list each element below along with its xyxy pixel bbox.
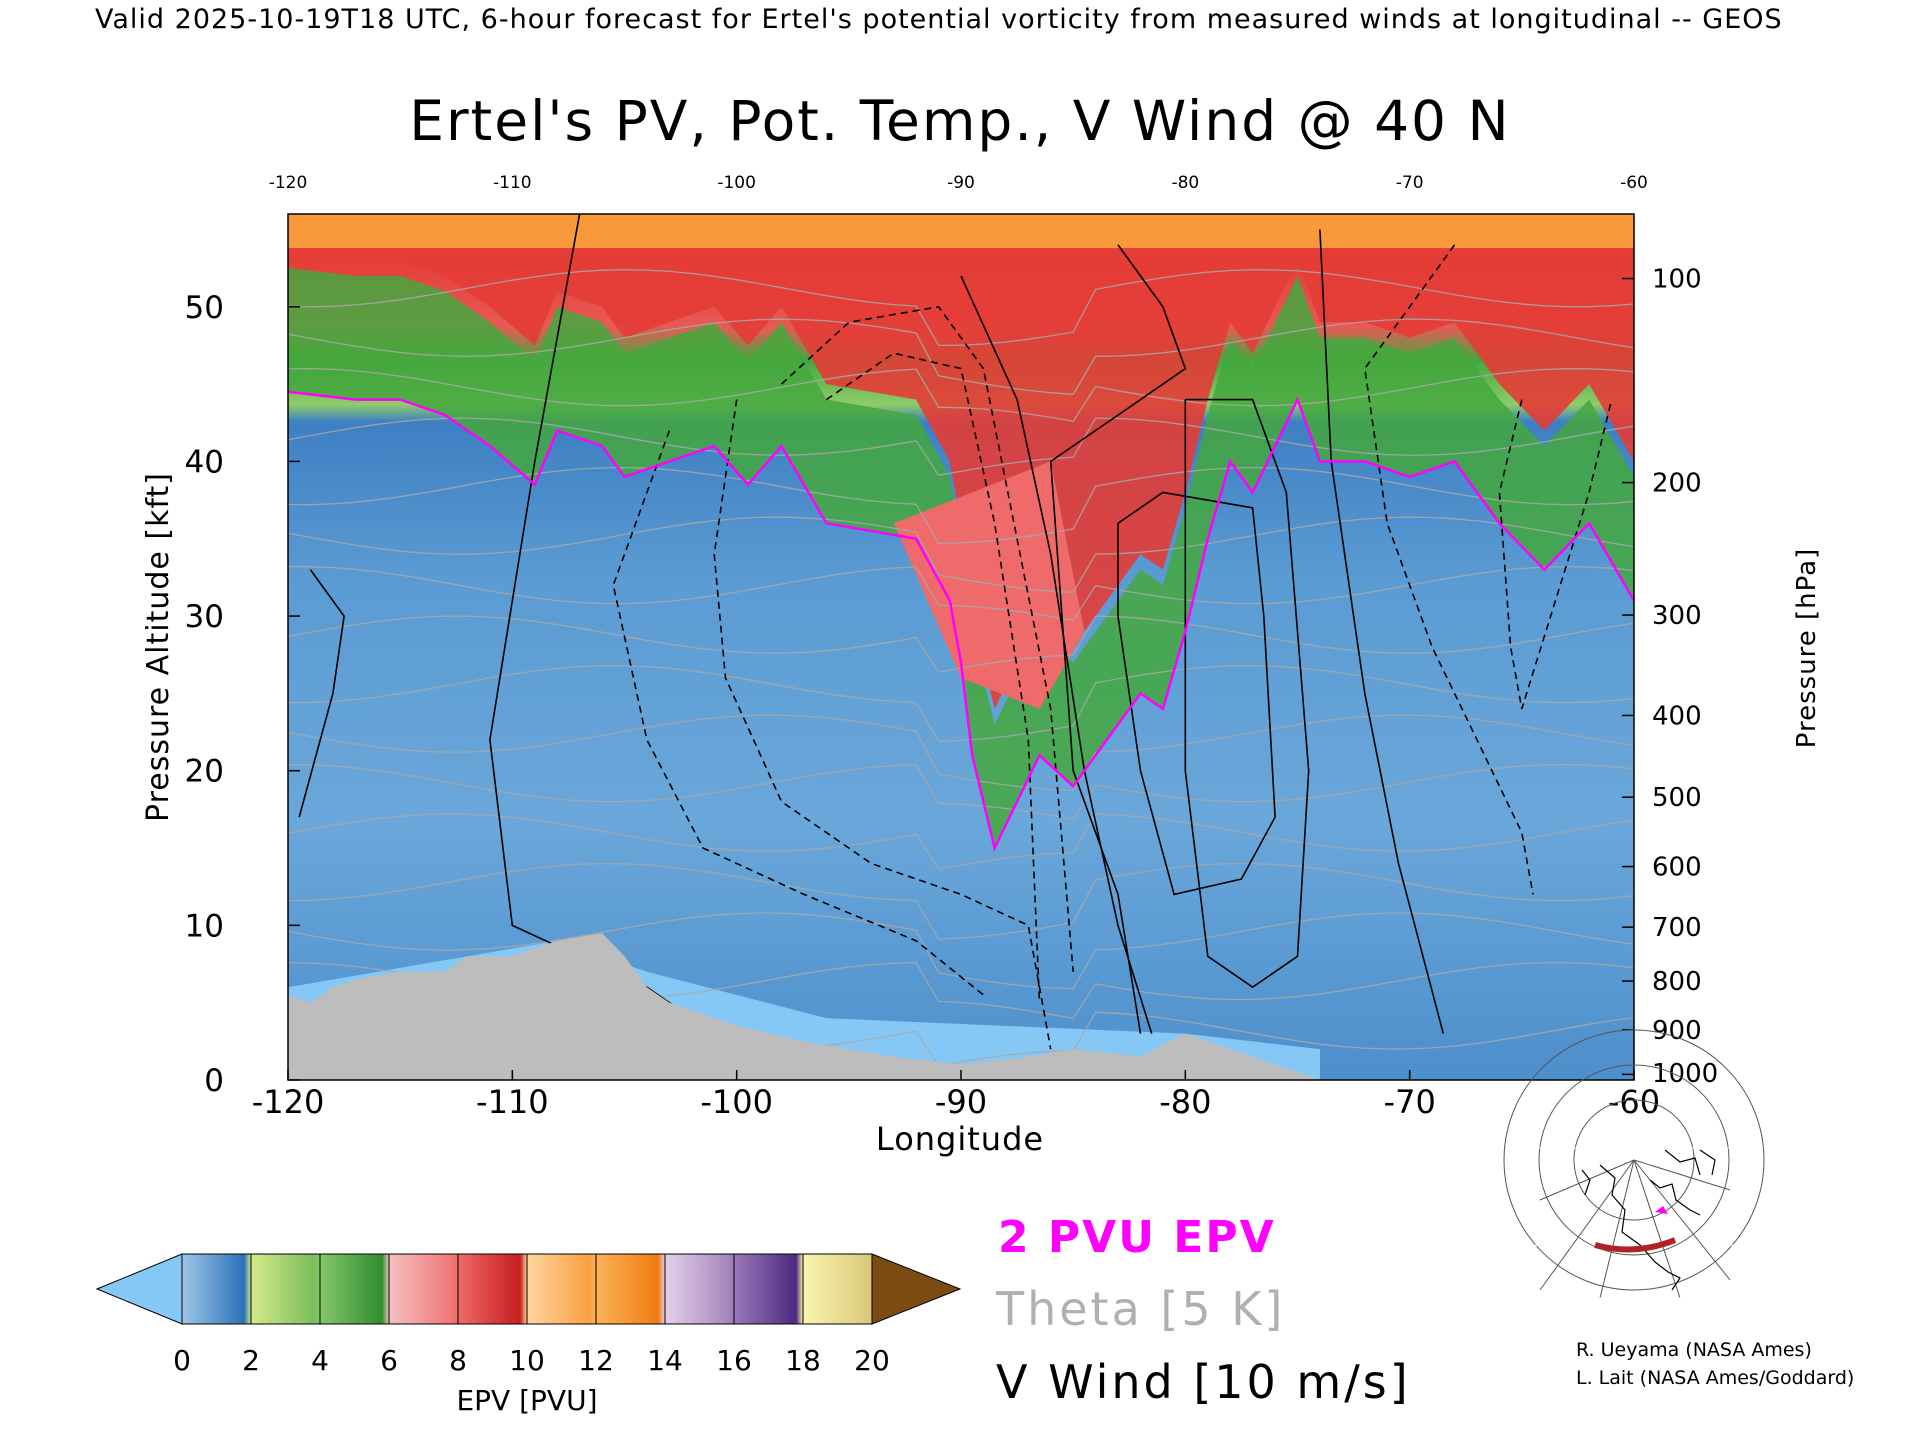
theta-isentrope xyxy=(288,763,1634,821)
v-wind-contour-positive xyxy=(1184,398,1310,989)
y-tick-label-right: 1000 xyxy=(1652,1059,1718,1089)
theta-isentrope xyxy=(288,417,1634,477)
theta-isentrope xyxy=(288,466,1634,545)
v-wind-contour-positive xyxy=(1117,491,1276,896)
y-tick-label-right: 400 xyxy=(1652,701,1702,731)
colorbar-tick-label: 16 xyxy=(716,1344,752,1377)
y-tick-label-right: 800 xyxy=(1652,967,1702,997)
y-tick-label-right: 200 xyxy=(1652,469,1702,499)
colorbar-tick-label: 2 xyxy=(242,1344,260,1377)
y-tick-label-left: 0 xyxy=(204,1063,224,1099)
colorbar-over-arrow xyxy=(871,1253,962,1325)
coastline-icon xyxy=(1581,1149,1716,1291)
y-tick-label-right: 300 xyxy=(1652,601,1702,631)
v-wind-contour-negative xyxy=(825,352,1041,1003)
location-marker xyxy=(1655,1206,1668,1214)
y-tick-label-left: 30 xyxy=(185,599,224,635)
v-wind-contour-positive xyxy=(960,275,1153,1034)
v-wind-contour-negative xyxy=(1363,244,1534,895)
pv-band-orange xyxy=(288,214,1634,249)
colorbar-label: EPV [PVU] xyxy=(456,1384,597,1417)
top-x-tick-label: -110 xyxy=(493,173,532,193)
y-tick-label-left: 50 xyxy=(185,290,224,326)
y-tick-label-right: 700 xyxy=(1652,913,1702,943)
top-x-tick-label: -60 xyxy=(1620,173,1648,193)
valid-time-line: Valid 2025-10-19T18 UTC, 6-hour forecast… xyxy=(95,4,1783,35)
section-line xyxy=(1594,1237,1677,1253)
v-wind-contour-positive xyxy=(1049,244,1187,1034)
top-x-tick-label: -70 xyxy=(1396,173,1424,193)
theta-isentrope xyxy=(288,318,1634,395)
colorbar-tick-label: 0 xyxy=(173,1344,191,1377)
theta-isentrope xyxy=(288,516,1634,594)
top-x-tick-label: -90 xyxy=(947,173,975,193)
y-tick-label-right: 100 xyxy=(1652,265,1702,295)
colorbar-tick-label: 20 xyxy=(854,1344,890,1377)
theta-isentrope xyxy=(288,714,1634,792)
locator-map xyxy=(1503,1029,1765,1299)
v-wind-contour-positive xyxy=(298,569,345,818)
x-tick-label: -120 xyxy=(252,1083,325,1121)
top-x-tick-label: -120 xyxy=(269,173,308,193)
v-wind-contour-negative xyxy=(780,305,1074,972)
x-tick-label: -70 xyxy=(1384,1083,1436,1121)
y-tick-label-left: 20 xyxy=(185,754,224,790)
colorbar-tick-label: 8 xyxy=(449,1344,467,1377)
x-axis-label: Longitude xyxy=(876,1120,1044,1158)
colorbar: 0 2 4 6 8 10 12 14 16 18 20 EPV [PVU] xyxy=(95,1253,962,1417)
x-tick-label: -60 xyxy=(1608,1083,1660,1121)
colorbar-tick-label: 12 xyxy=(578,1344,614,1377)
y-axis-label-right: Pressure [hPa] xyxy=(1792,548,1822,749)
theta-isentrope xyxy=(288,368,1634,422)
y-tick-label-right: 500 xyxy=(1652,783,1702,813)
y-tick-label-left: 40 xyxy=(185,444,224,480)
x-tick-label: -100 xyxy=(700,1083,773,1121)
theta-isentrope xyxy=(288,813,1634,870)
colorbar-under-arrow xyxy=(95,1253,183,1325)
x-tick-label: -110 xyxy=(476,1083,549,1121)
y-tick-label-right: 900 xyxy=(1652,1016,1702,1046)
theta-isentrope xyxy=(288,862,1634,940)
y-axis-label-left: Pressure Altitude [kft] xyxy=(141,472,176,822)
top-x-tick-label: -100 xyxy=(717,173,756,193)
y-tick-label-right: 600 xyxy=(1652,853,1702,883)
colorbar-tick-label: 4 xyxy=(311,1344,329,1377)
chart-title: Ertel's PV, Pot. Temp., V Wind @ 40 N xyxy=(409,89,1510,153)
y-tick-label-left: 10 xyxy=(185,908,224,944)
pv-intrusion-red xyxy=(893,461,1085,709)
x-tick-label: -80 xyxy=(1159,1083,1211,1121)
x-tick-label: -90 xyxy=(935,1083,987,1121)
terrain-mask xyxy=(288,933,1320,1080)
theta-isentrope xyxy=(288,269,1634,347)
v-wind-contour-negative xyxy=(713,399,1052,1050)
top-x-tick-label: -80 xyxy=(1171,173,1199,193)
theta-isentrope xyxy=(288,664,1634,742)
credit-line-1: R. Ueyama (NASA Ames) xyxy=(1576,1339,1812,1361)
colorbar-tick-label: 10 xyxy=(509,1344,545,1377)
v-wind-contour-negative xyxy=(612,430,984,996)
pv-2-contour xyxy=(288,390,1634,852)
v-wind-contour-negative xyxy=(1498,399,1613,710)
legend-theta: Theta [5 K] xyxy=(995,1282,1285,1336)
colorbar-tick-label: 18 xyxy=(785,1344,821,1377)
plot-area xyxy=(288,214,1634,1080)
legend-vwind: V Wind [10 m/s] xyxy=(996,1355,1411,1409)
colorbar-tick-label: 6 xyxy=(380,1344,398,1377)
colorbar-tick-label: 14 xyxy=(647,1344,683,1377)
credit-line-2: L. Lait (NASA Ames/Goddard) xyxy=(1576,1367,1854,1389)
legend-pv-line: 2 PVU EPV xyxy=(998,1212,1276,1263)
v-wind-contour-positive xyxy=(1319,229,1445,1034)
